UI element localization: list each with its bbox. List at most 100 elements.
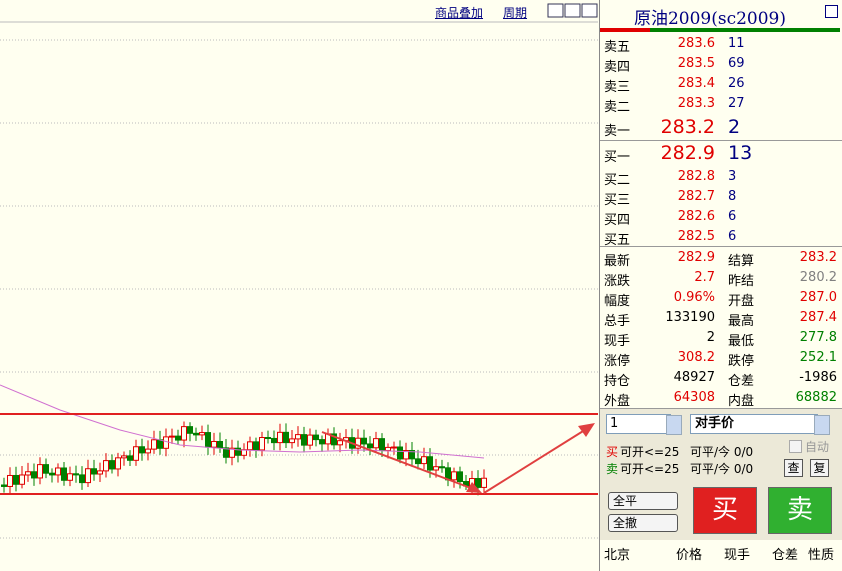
trend-arrow	[321, 431, 477, 491]
separator	[600, 408, 842, 409]
candle-body	[385, 446, 391, 452]
auto-checkbox[interactable]	[789, 440, 802, 453]
cancel-all-button[interactable]: 全撤	[608, 514, 678, 532]
buy-button[interactable]: 买	[693, 487, 757, 534]
candle-body	[19, 474, 25, 485]
stat-value: 308.2	[677, 350, 715, 365]
toolbar-link[interactable]: 商品叠加	[435, 6, 484, 20]
quantity-spinner[interactable]	[666, 415, 682, 435]
book-volume: 11	[728, 36, 745, 51]
stat-label: 持仓	[604, 374, 631, 389]
auto-label: 自动	[805, 440, 830, 454]
ratio-bar-red	[600, 28, 650, 32]
stat-value: 64308	[673, 390, 715, 405]
book-volume: 3	[728, 169, 737, 184]
candle-body	[439, 466, 445, 469]
query-button[interactable]: 查	[784, 459, 803, 477]
book-price: 282.5	[677, 229, 715, 244]
sell-button[interactable]: 卖	[768, 487, 832, 534]
candle-body	[373, 438, 379, 449]
candle-body	[337, 440, 343, 446]
book-volume: 2	[728, 116, 741, 138]
candle-body	[97, 470, 103, 475]
candle-body	[415, 458, 421, 465]
candle-body	[283, 431, 289, 444]
stat-label: 最高	[728, 314, 755, 329]
book-volume: 6	[728, 229, 737, 244]
candle-body	[193, 432, 199, 436]
candle-body	[457, 471, 463, 483]
reset-button[interactable]: 复	[810, 459, 829, 477]
candle-body	[247, 441, 253, 451]
icon[interactable]	[547, 3, 564, 18]
open-limit: 可开<=25	[620, 445, 680, 459]
stat-value: -1986	[799, 370, 837, 385]
book-volume: 26	[728, 76, 745, 91]
ratio-bar-green	[650, 28, 840, 32]
candle-body	[91, 468, 97, 475]
table-header: 仓差	[772, 548, 799, 563]
stat-value: 277.8	[799, 330, 837, 345]
book-label: 买五	[604, 233, 631, 248]
candle-body	[163, 436, 169, 449]
candle-body	[223, 447, 229, 458]
candle-body	[181, 426, 187, 441]
book-label: 卖四	[604, 60, 631, 75]
stat-label: 最新	[604, 254, 631, 269]
candle-body	[175, 435, 181, 441]
icon[interactable]	[564, 3, 581, 18]
table-header: 价格	[676, 548, 703, 563]
price-type-select[interactable]: 对手价	[690, 414, 818, 434]
stat-label: 结算	[728, 254, 755, 269]
book-price: 283.5	[677, 56, 715, 71]
book-label: 买二	[604, 173, 631, 188]
candle-body	[259, 437, 265, 451]
candle-body	[25, 471, 31, 476]
book-label: 买一	[604, 150, 631, 165]
toolbar-link[interactable]: 周期	[503, 6, 528, 20]
candle-body	[427, 456, 433, 471]
book-label: 卖一	[604, 124, 631, 139]
table-header: 现手	[724, 548, 751, 563]
price-type-spinner[interactable]	[814, 415, 830, 435]
book-price: 282.9	[660, 142, 715, 164]
candle-body	[379, 438, 385, 452]
nav-icons	[547, 3, 598, 18]
candle-body	[451, 471, 457, 481]
candle-body	[433, 466, 439, 471]
candle-body	[61, 467, 67, 481]
candle-body	[133, 446, 139, 461]
candle-body	[289, 438, 295, 444]
candle-body	[367, 443, 373, 449]
candle-body	[301, 434, 307, 446]
icon[interactable]	[581, 3, 598, 18]
book-price: 282.6	[677, 209, 715, 224]
open-limit: 可开<=25	[620, 462, 680, 476]
candle-body	[55, 467, 61, 476]
close-all-button[interactable]: 全平	[608, 492, 678, 510]
close-limit: 可平/今 0/0	[690, 445, 754, 459]
grid	[0, 39, 598, 539]
stat-value: 68882	[795, 390, 837, 405]
candle-body	[73, 473, 79, 476]
kline-chart	[0, 3, 598, 539]
quantity-input[interactable]: 1	[606, 414, 671, 434]
arrow-head	[466, 482, 482, 493]
up-arrow	[483, 427, 589, 494]
stat-value: 282.9	[677, 250, 715, 265]
side-label: 卖	[606, 462, 619, 476]
book-price: 283.4	[677, 76, 715, 91]
window-button[interactable]	[825, 5, 838, 18]
candle-body	[391, 446, 397, 449]
book-volume: 69	[728, 56, 745, 71]
table-header: 北京	[604, 548, 631, 563]
candle-body	[43, 464, 49, 474]
candle-body	[67, 473, 73, 481]
candle-body	[13, 474, 19, 485]
separator	[600, 246, 842, 247]
ma-line	[0, 384, 485, 459]
book-volume: 8	[728, 189, 737, 204]
stat-label: 涨停	[604, 354, 631, 369]
candle-body	[85, 468, 91, 484]
